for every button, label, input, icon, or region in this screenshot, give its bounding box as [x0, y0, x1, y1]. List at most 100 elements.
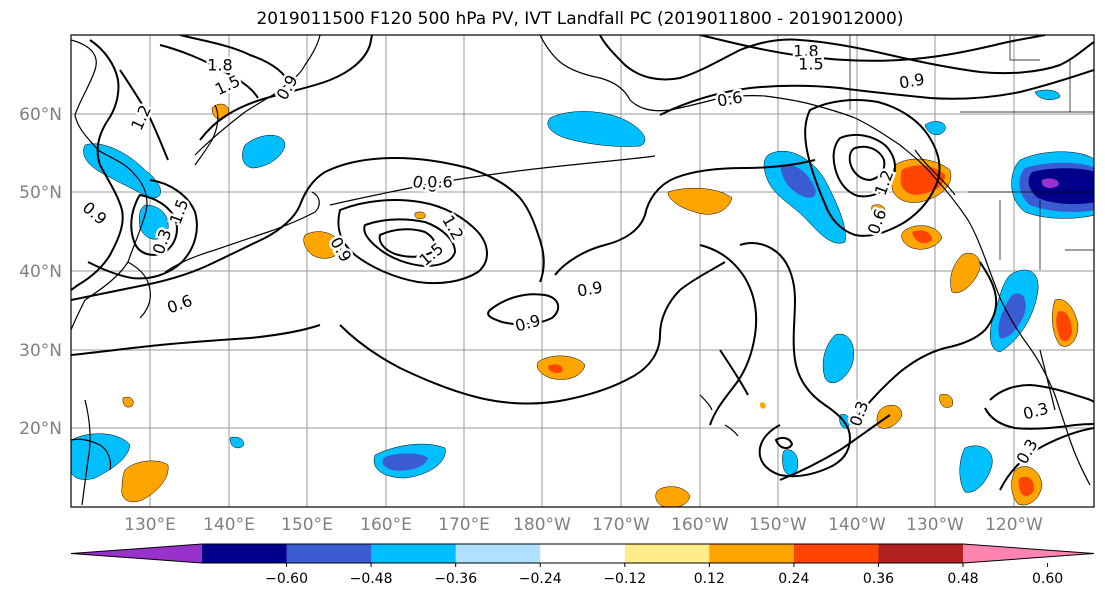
contour-label: 1.8	[793, 42, 818, 61]
pv-contour	[71, 324, 321, 356]
colorbar-tick-label: −0.60	[265, 571, 308, 587]
coastline-korea	[127, 261, 151, 319]
ivt-positive-patch	[950, 252, 981, 294]
ivt-negative-patch	[822, 333, 854, 384]
coastline-asia	[71, 39, 148, 331]
colorbar-tick-label: 0.36	[863, 571, 894, 587]
pv-contour	[989, 383, 1094, 403]
lat-label: 50°N	[19, 183, 62, 203]
pv-contour	[848, 145, 886, 182]
pv-contour	[599, 35, 1094, 81]
graticule	[71, 35, 1094, 507]
colorbar-extend-high	[963, 544, 1094, 563]
colorbar-extend-low	[71, 544, 202, 563]
ivt-negative-patch	[229, 436, 244, 449]
ivt-negative-patch	[959, 445, 993, 493]
colorbar-tick-label: −0.12	[603, 571, 646, 587]
ivt-positive-patch	[759, 402, 766, 409]
colorbar-segment	[286, 544, 372, 563]
colorbar-segment	[371, 544, 457, 563]
lon-label: 120°W	[985, 515, 1043, 535]
lon-label: 150°W	[749, 515, 807, 535]
lat-label: 40°N	[19, 262, 62, 282]
latitude-labels: 60°N 50°N 40°N 30°N 20°N	[19, 105, 62, 439]
lon-label: 160°W	[671, 515, 729, 535]
pv-contour	[179, 35, 291, 86]
pv-contour	[119, 69, 169, 161]
lon-label: 170°E	[438, 515, 490, 535]
ivt-positive-patch	[871, 204, 886, 218]
ivt-shading	[71, 89, 1094, 507]
ivt-positive-patch	[900, 165, 945, 195]
pv-contour	[71, 39, 124, 291]
colorbar-tick-label: −0.24	[519, 571, 562, 587]
pv-contour	[659, 69, 1094, 116]
colorbar-outline	[70, 543, 1095, 564]
colorbar-segment	[878, 544, 964, 563]
colorbar-tick-label: 0.48	[947, 571, 978, 587]
colorbar-tick-label: 0.12	[694, 571, 725, 587]
pv-contour	[999, 427, 1094, 491]
ivt-negative-patch	[782, 449, 799, 476]
contour-label: 0.6	[427, 173, 452, 192]
coastline-philippines	[81, 399, 91, 506]
ivt-negative-patch	[242, 135, 286, 169]
colorbar-segment	[455, 544, 541, 563]
pv-contour	[984, 407, 1094, 430]
lon-label: 140°E	[203, 515, 255, 535]
pv-contour	[739, 242, 852, 478]
ivt-negative-patch	[547, 111, 646, 147]
ivt-positive-patch	[121, 460, 169, 503]
pv-contour	[339, 261, 726, 405]
pv-contour	[554, 159, 816, 276]
ivt-positive-patch	[122, 396, 134, 408]
contour-label: 1.8	[207, 56, 232, 75]
pv-contour	[699, 35, 1046, 62]
ivt-negative-patch	[780, 164, 816, 198]
coastline-alaska	[539, 35, 969, 221]
lat-label: 30°N	[19, 341, 62, 361]
pv-contour	[779, 414, 891, 481]
lon-label: 130°W	[906, 515, 964, 535]
colorbar-tick-label: 0.60	[1032, 571, 1063, 587]
pv-contour	[337, 199, 488, 285]
ivt-positive-patch	[655, 486, 691, 507]
pv-contour	[854, 261, 998, 421]
ivt-positive-patch	[912, 230, 932, 244]
coastline-japan	[164, 191, 320, 273]
longitude-labels: 130°E 140°E 150°E 160°E 170°E 180°W 170°…	[124, 515, 1043, 535]
map-frame	[70, 34, 1095, 508]
lon-label: 170°W	[592, 515, 650, 535]
lon-label: 160°E	[360, 515, 412, 535]
ivt-negative-patch	[1041, 178, 1059, 188]
ivt-negative-patch	[71, 433, 131, 480]
colorbar-segment	[540, 544, 626, 563]
lat-label: 20°N	[19, 419, 62, 439]
colorbar-segment	[202, 544, 288, 563]
coastline-sakhalin	[194, 104, 219, 166]
lon-label: 140°W	[828, 515, 886, 535]
pv-contour	[719, 349, 749, 396]
pv-contour	[378, 228, 437, 258]
pv-contour	[71, 156, 545, 301]
pv-contour	[699, 244, 758, 426]
ivt-negative-patch	[998, 293, 1026, 339]
ivt-negative-patch	[138, 204, 169, 240]
colorbar-tick-label: −0.36	[434, 571, 477, 587]
ivt-positive-patch	[939, 394, 953, 408]
lon-label: 130°E	[124, 515, 176, 535]
coastline-kamchatka	[194, 35, 321, 156]
ivt-positive-patch	[1018, 476, 1035, 496]
map-title: 2019011500 F120 500 hPa PV, IVT Landfall…	[256, 9, 904, 29]
pv-contour	[774, 436, 794, 450]
coastline-baja	[1039, 349, 1056, 411]
ivt-negative-patch	[924, 121, 946, 136]
pv-contour	[87, 179, 198, 280]
coastline-aleutians	[329, 155, 656, 206]
ivt-positive-patch	[667, 187, 733, 215]
ivt-negative-patch	[382, 453, 428, 471]
pv-contour	[832, 133, 897, 198]
pv-contour	[159, 44, 259, 99]
colorbar-tick-label: −0.48	[350, 571, 393, 587]
colorbar-segment	[793, 544, 879, 563]
